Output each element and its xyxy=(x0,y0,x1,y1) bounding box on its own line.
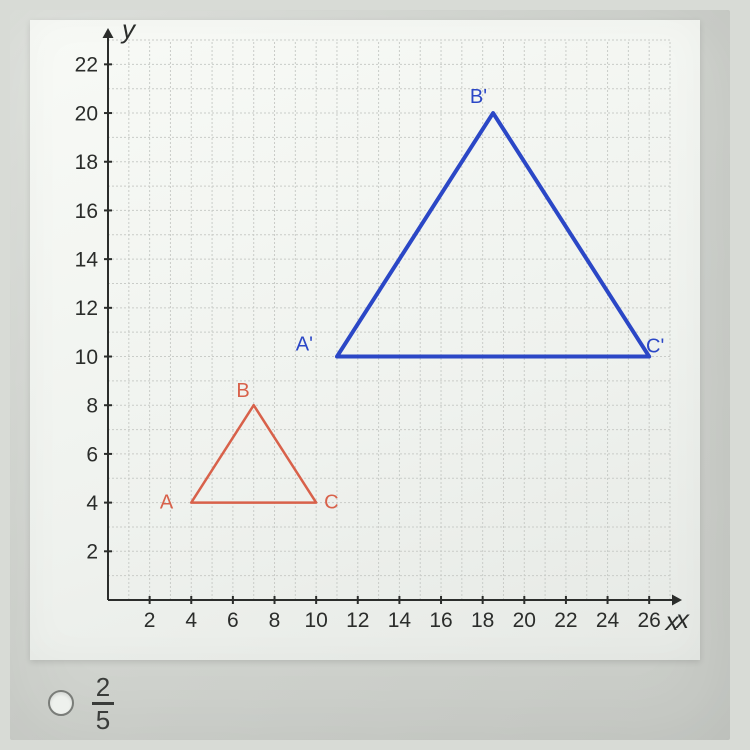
svg-text:18: 18 xyxy=(471,609,494,632)
svg-text:2: 2 xyxy=(86,541,98,564)
fraction-numerator: 2 xyxy=(96,674,110,700)
svg-text:8: 8 xyxy=(269,609,281,632)
fraction-denominator: 5 xyxy=(96,707,110,733)
svg-text:14: 14 xyxy=(388,609,412,632)
svg-text:10: 10 xyxy=(75,346,98,369)
svg-text:C: C xyxy=(324,492,338,514)
svg-text:B': B' xyxy=(470,86,487,108)
svg-text:10: 10 xyxy=(304,609,327,632)
coordinate-plane: 2468101214161820222426246810121416182022… xyxy=(30,20,700,660)
svg-text:y: y xyxy=(120,20,137,44)
svg-text:18: 18 xyxy=(75,151,98,174)
svg-text:12: 12 xyxy=(75,297,98,320)
svg-text:16: 16 xyxy=(429,609,452,632)
fraction-2-over-5: 2 5 xyxy=(92,674,114,733)
svg-text:20: 20 xyxy=(513,609,536,632)
svg-text:8: 8 xyxy=(86,395,98,418)
answer-option-row[interactable]: 2 5 xyxy=(48,674,114,733)
svg-text:26: 26 xyxy=(638,609,661,632)
svg-text:x: x xyxy=(674,604,690,634)
screenshot-surface: 2468101214161820222426246810121416182022… xyxy=(10,10,730,740)
svg-text:24: 24 xyxy=(596,609,620,632)
svg-text:4: 4 xyxy=(86,492,98,515)
svg-text:2: 2 xyxy=(144,609,156,632)
svg-text:6: 6 xyxy=(227,609,239,632)
svg-text:12: 12 xyxy=(346,609,369,632)
svg-text:B: B xyxy=(236,380,249,402)
svg-text:C': C' xyxy=(646,336,664,358)
svg-text:A: A xyxy=(160,492,174,514)
svg-text:22: 22 xyxy=(75,54,98,77)
svg-text:6: 6 xyxy=(86,443,98,466)
svg-text:20: 20 xyxy=(75,102,98,125)
svg-text:16: 16 xyxy=(75,200,98,223)
svg-text:22: 22 xyxy=(554,609,577,632)
svg-text:4: 4 xyxy=(185,609,197,632)
radio-unselected-icon[interactable] xyxy=(48,690,74,716)
svg-text:A': A' xyxy=(296,334,313,356)
coordinate-plane-panel: 2468101214161820222426246810121416182022… xyxy=(30,20,700,660)
svg-text:14: 14 xyxy=(75,248,99,271)
